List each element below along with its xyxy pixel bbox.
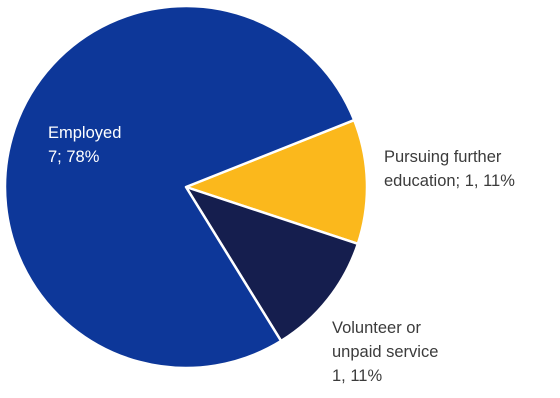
label-employed: Employed 7; 78%: [48, 121, 121, 169]
label-employed-line-1: Employed: [48, 124, 122, 142]
label-further-education-line-2: education; 1, 11%: [384, 172, 515, 190]
label-further-education-line-1: Pursuing further: [384, 148, 502, 166]
label-volunteer-line-2: unpaid service: [332, 343, 439, 361]
slice-employed: [3, 4, 356, 370]
label-volunteer-line-1: Volunteer or: [332, 319, 421, 337]
label-volunteer-line-3: 1, 11%: [332, 367, 383, 385]
label-further-education: Pursuing further education; 1, 11%: [384, 145, 515, 193]
label-volunteer: Volunteer or unpaid service 1, 11%: [332, 316, 438, 388]
label-employed-line-2: 7; 78%: [48, 148, 100, 166]
slice-pursuing-further-education: [184, 118, 369, 246]
slice-volunteer-or-unpaid-service: [184, 185, 360, 343]
